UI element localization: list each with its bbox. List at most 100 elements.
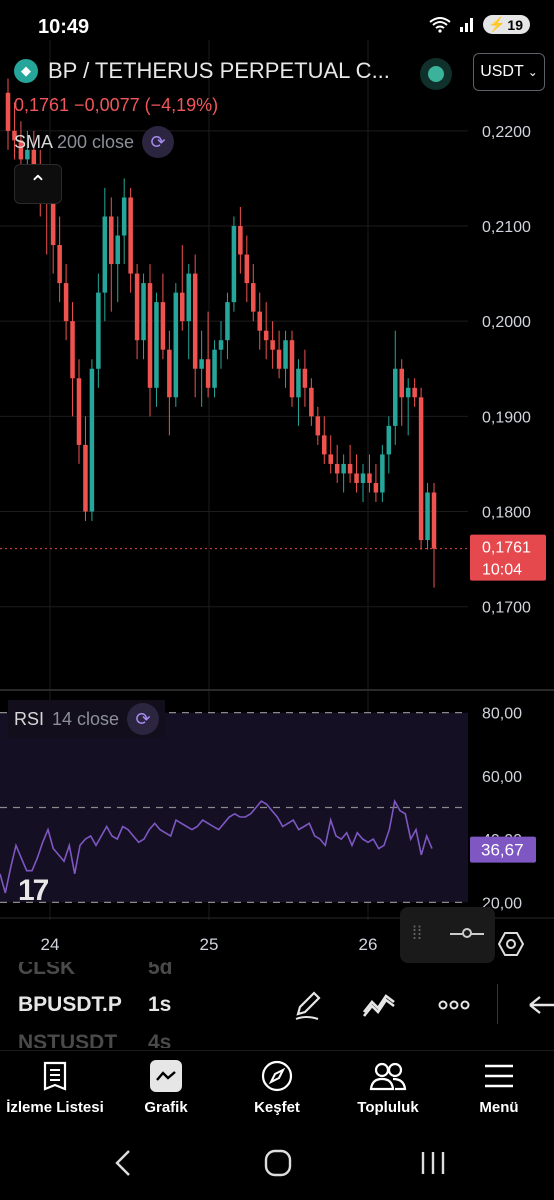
undo-icon[interactable] [526, 988, 554, 1022]
currency-selector[interactable]: USDT ⌄ [473, 53, 545, 91]
candle-body [315, 416, 321, 436]
settings-icon[interactable] [498, 931, 524, 957]
watchlist-icon [43, 1061, 67, 1091]
sma-params: 200 close [57, 131, 135, 152]
candle-body [283, 340, 288, 369]
candle-body [109, 216, 114, 265]
candle-body [160, 302, 166, 350]
candle-body [70, 321, 75, 379]
candle-body [238, 226, 243, 255]
symbol-item[interactable]: NSTUSDT [18, 1031, 118, 1048]
chart-area[interactable]: 0,2200 0,2100 0,2000 0,1900 0,1800 0,1700 0,1… [0, 40, 554, 960]
candle-body [147, 283, 153, 388]
rsi-value-tag [470, 836, 536, 863]
chart-icon [150, 1060, 182, 1092]
market-status-dot[interactable] [420, 58, 452, 90]
candle-body [309, 387, 314, 417]
price-tick-label: 0,2200 [482, 124, 531, 141]
candle-body [386, 425, 392, 455]
status-bar: 10:49 ⚡ 19 [0, 0, 554, 52]
time-axis[interactable]: 24 25 26 [41, 935, 378, 954]
interval-picker[interactable]: 5d 1s 4s [148, 962, 198, 1048]
symbol-item-selected[interactable]: BPUSDT.P [18, 993, 122, 1016]
signal-icon [459, 17, 473, 32]
slider-knob-icon[interactable] [462, 928, 472, 938]
nav-watchlist[interactable]: İzleme Listesi [0, 1056, 110, 1116]
nav-menu[interactable]: Menü [444, 1056, 554, 1116]
time-tick-label: 25 [200, 935, 219, 954]
nav-label: Grafik [144, 1099, 188, 1116]
time-tick-label: 26 [359, 935, 378, 954]
recents-icon[interactable] [418, 1150, 448, 1176]
time-tick-label: 24 [41, 935, 60, 954]
nav-chart[interactable]: Grafik [111, 1056, 221, 1116]
candle-body [354, 473, 359, 483]
candle-body [50, 197, 56, 246]
candle-body [141, 283, 146, 341]
candle-body [431, 492, 437, 549]
symbol-title[interactable]: BP / TETHERUS PERPETUAL C... [48, 58, 390, 83]
drawing-pen-icon[interactable] [290, 988, 324, 1022]
candle-body [31, 149, 37, 169]
symbol-picker[interactable]: CLSK BPUSDT.P NSTUSDT [18, 962, 138, 1048]
interval-item[interactable]: 5d [148, 962, 173, 979]
rsi-refresh-icon[interactable]: ⟳ [127, 703, 160, 735]
tradingview-logo: 17 [18, 874, 49, 907]
candle-body [57, 245, 62, 284]
candle-body [180, 292, 185, 322]
price-tick-label: 0,1800 [482, 505, 531, 522]
nav-explore[interactable]: Keşfet [222, 1056, 332, 1116]
interval-item-selected[interactable]: 1s [148, 993, 172, 1016]
refresh-icon[interactable]: ⟳ [142, 126, 175, 158]
toolbar-divider [497, 984, 498, 1024]
rsi-params: 14 close [52, 708, 120, 729]
interval-item[interactable]: 4s [148, 1031, 172, 1048]
scale-tool[interactable]: ⁞⁞ [400, 907, 495, 963]
candle-body [367, 473, 372, 483]
candle-body [96, 292, 101, 369]
candle-body [405, 387, 411, 398]
nav-label: Topluluk [357, 1099, 419, 1116]
price-tick-label: 0,2000 [482, 314, 531, 331]
candle-body [251, 283, 256, 312]
candle-body [83, 444, 88, 512]
home-icon[interactable] [263, 1148, 293, 1178]
candle-body [296, 368, 301, 398]
candle-body [270, 340, 275, 350]
wifi-icon [429, 16, 451, 33]
indicators-icon[interactable] [362, 988, 396, 1022]
system-nav-bar [0, 1130, 554, 1200]
candle-body [205, 359, 211, 388]
candle-body [328, 454, 333, 464]
symbol-item[interactable]: CLSK [18, 962, 76, 979]
back-icon[interactable] [112, 1148, 134, 1178]
collapse-legend-button[interactable]: ⌃ [14, 164, 62, 204]
nav-community[interactable]: Topluluk [333, 1056, 443, 1116]
rsi-legend[interactable]: RSI 14 close ⟳ [8, 700, 166, 738]
rsi-tick-label: 60,00 [482, 769, 522, 786]
more-options-icon[interactable] [437, 988, 471, 1022]
sma-legend[interactable]: SMA 200 close ⟳ [14, 126, 175, 158]
rsi-value-text: 36,67 [481, 841, 524, 860]
candle-body [289, 340, 295, 398]
candle-body [231, 226, 237, 303]
current-price-text: 0,1761 [482, 540, 531, 557]
candle-body [341, 463, 346, 474]
price-axis[interactable]: 0,2200 0,2100 0,2000 0,1900 0,1800 0,1700 [482, 124, 531, 617]
candle-body [302, 368, 308, 388]
coin-logo-icon: ◆ [14, 59, 38, 83]
hamburger-icon [485, 1064, 513, 1088]
battery-indicator: ⚡ 19 [482, 15, 530, 34]
chevron-down-icon: ⌄ [527, 65, 538, 79]
candlestick-series [5, 78, 437, 588]
candle-body [25, 149, 30, 160]
candle-body [263, 330, 269, 341]
candle-body [418, 397, 424, 541]
candle-body [412, 387, 417, 398]
drag-handle-icon[interactable]: ⁞⁞ [412, 923, 423, 943]
candle-body [380, 454, 385, 493]
candle-body [121, 197, 127, 236]
candle-body [186, 273, 191, 322]
symbol-header[interactable]: ◆ BP / TETHERUS PERPETUAL C... [14, 58, 390, 84]
